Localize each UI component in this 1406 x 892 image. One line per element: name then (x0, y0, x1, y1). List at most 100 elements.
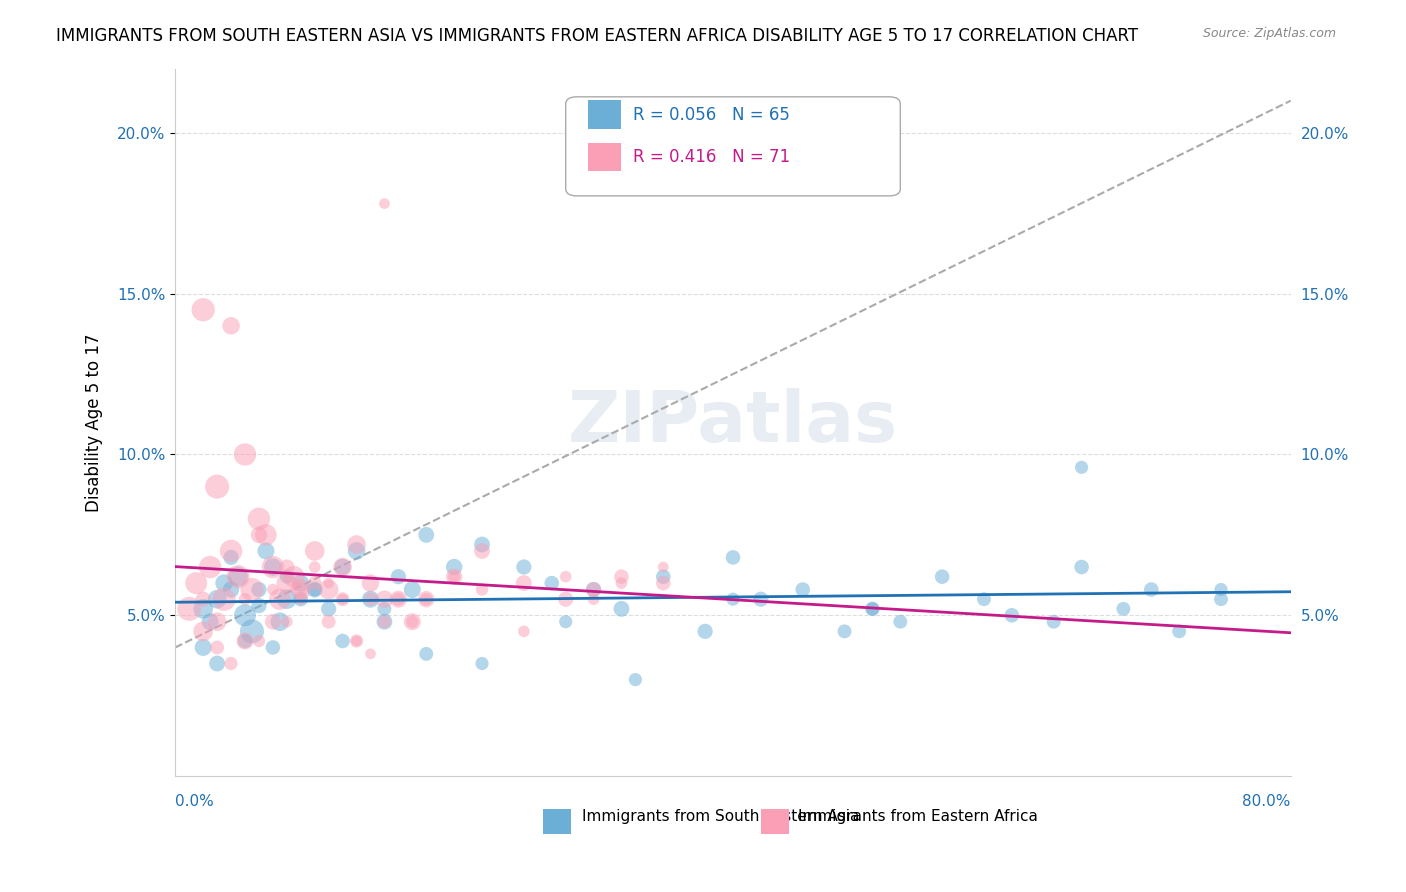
Point (205, 615, 228, 629)
Text: R = 0.416   N = 71: R = 0.416 N = 71 (633, 148, 790, 166)
Point (269, 592, 291, 607)
Point (1112, 602, 1135, 616)
Point (262, 560, 284, 574)
Point (332, 592, 354, 607)
Point (193, 602, 215, 616)
Point (624, 673, 647, 687)
Point (247, 582, 270, 597)
Point (373, 592, 395, 607)
Point (219, 657, 242, 671)
Point (318, 602, 340, 616)
Point (290, 592, 312, 607)
Point (749, 592, 772, 607)
Point (387, 592, 409, 607)
Text: Immigrants from South Eastern Asia: Immigrants from South Eastern Asia (582, 809, 860, 823)
Point (401, 615, 423, 629)
Point (360, 647, 382, 661)
Point (346, 634, 368, 648)
Point (219, 318, 242, 333)
Point (513, 624, 536, 639)
Point (247, 528, 270, 542)
Point (443, 569, 465, 583)
Point (219, 582, 242, 597)
Point (610, 602, 633, 616)
Point (373, 196, 395, 211)
Point (290, 582, 312, 597)
Point (219, 550, 242, 565)
Y-axis label: Disability Age 5 to 17: Disability Age 5 to 17 (86, 333, 103, 511)
Point (1070, 560, 1092, 574)
Point (290, 576, 312, 591)
Text: 80.0%: 80.0% (1243, 794, 1291, 809)
Point (652, 576, 675, 591)
Point (226, 569, 249, 583)
Point (318, 582, 340, 597)
Point (262, 560, 284, 574)
Point (332, 592, 354, 607)
Point (346, 544, 368, 558)
Point (193, 592, 215, 607)
Text: 0.0%: 0.0% (176, 794, 214, 809)
Point (254, 528, 277, 542)
Point (205, 592, 228, 607)
Point (610, 569, 633, 583)
Point (304, 582, 326, 597)
Point (332, 634, 354, 648)
Point (582, 582, 605, 597)
Point (304, 544, 326, 558)
Point (695, 624, 717, 639)
Point (262, 640, 284, 655)
FancyBboxPatch shape (565, 97, 900, 196)
Point (471, 537, 494, 551)
Point (240, 582, 263, 597)
Point (290, 582, 312, 597)
Point (360, 576, 382, 591)
Point (276, 560, 298, 574)
FancyBboxPatch shape (588, 101, 621, 128)
Point (1070, 460, 1092, 475)
Point (834, 624, 856, 639)
Point (212, 592, 235, 607)
Point (513, 560, 536, 574)
Point (582, 582, 605, 597)
Point (283, 569, 305, 583)
FancyBboxPatch shape (588, 143, 621, 171)
Point (240, 624, 263, 639)
Point (254, 544, 277, 558)
Point (415, 647, 437, 661)
Point (1209, 592, 1232, 607)
Point (193, 624, 215, 639)
Point (226, 569, 249, 583)
Point (373, 615, 395, 629)
Point (304, 582, 326, 597)
Point (415, 592, 437, 607)
Text: ZIPatlas: ZIPatlas (568, 388, 898, 457)
Point (1209, 582, 1232, 597)
Text: IMMIGRANTS FROM SOUTH EASTERN ASIA VS IMMIGRANTS FROM EASTERN AFRICA DISABILITY : IMMIGRANTS FROM SOUTH EASTERN ASIA VS IM… (56, 27, 1139, 45)
Point (540, 576, 562, 591)
Point (721, 550, 744, 565)
Point (205, 480, 228, 494)
Point (443, 569, 465, 583)
Point (1140, 582, 1163, 597)
Point (318, 615, 340, 629)
Point (198, 560, 221, 574)
Point (318, 576, 340, 591)
Point (373, 615, 395, 629)
Point (415, 592, 437, 607)
Point (889, 615, 911, 629)
Point (233, 634, 256, 648)
Point (387, 569, 409, 583)
Point (401, 615, 423, 629)
Point (262, 582, 284, 597)
Point (582, 592, 605, 607)
Point (415, 528, 437, 542)
Point (443, 560, 465, 574)
Text: Source: ZipAtlas.com: Source: ZipAtlas.com (1202, 27, 1336, 40)
Point (198, 615, 221, 629)
Point (219, 544, 242, 558)
Point (290, 592, 312, 607)
Point (471, 657, 494, 671)
Point (332, 560, 354, 574)
Point (247, 634, 270, 648)
